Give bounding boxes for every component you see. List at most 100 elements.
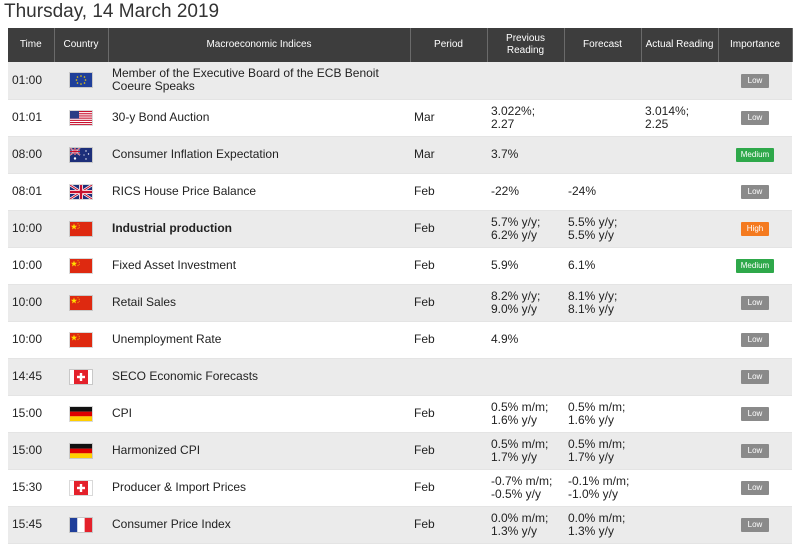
importance-cell: Low [718,99,792,137]
country-cell [54,469,108,507]
importance-cell: Low [718,506,792,544]
previous-reading: -0.7% m/m; -0.5% y/y [487,469,564,507]
event-name: SECO Economic Forecasts [108,358,410,396]
event-time: 10:00 [8,210,54,248]
event-period: Mar [410,99,487,137]
actual-reading [641,506,718,544]
forecast-value: -0.1% m/m; -1.0% y/y [564,469,641,507]
previous-reading [487,62,564,100]
event-time: 08:01 [8,173,54,211]
previous-reading: 0.5% m/m; 1.7% y/y [487,432,564,470]
table-row: 15:45 Consumer Price Index Feb 0.0% m/m; 1.… [8,506,792,544]
importance-cell: Medium [718,136,792,174]
event-name: Member of the Executive Board of the ECB… [108,62,410,100]
event-period [410,62,487,100]
table-row: 10:00 Industrial production Feb 5.7% y/y; 6… [8,210,792,248]
header-importance: Importance [718,28,793,62]
country-cell [54,136,108,174]
table-row: 15:00 CPI Feb 0.5% m/m; 1.6% y/y 0.5% m/m; 1… [8,395,792,433]
actual-reading [641,321,718,359]
event-period: Feb [410,395,487,433]
event-name: Industrial production [108,210,410,248]
table-row: 10:00 Retail Sales Feb 8.2% y/y; 9.0% y/y 8.… [8,284,792,322]
ch-flag-icon [70,369,92,384]
table-row: 10:00 Fixed Asset Investment Feb 5.9% 6.1% Me… [8,247,792,285]
country-cell [54,506,108,544]
forecast-value: 0.5% m/m; 1.6% y/y [564,395,641,433]
event-name: Harmonized CPI [108,432,410,470]
uk-flag-icon [70,184,92,199]
calendar-body: 01:00 Member of the Executive Board of th… [8,62,792,544]
forecast-value: -24% [564,173,641,211]
forecast-value: 5.5% y/y; 5.5% y/y [564,210,641,248]
importance-badge: High [741,222,769,236]
forecast-value [564,321,641,359]
event-period: Feb [410,247,487,285]
importance-cell: Low [718,62,792,100]
importance-badge: Low [741,333,769,347]
event-time: 08:00 [8,136,54,174]
importance-cell: Medium [718,247,792,285]
event-name: Fixed Asset Investment [108,247,410,285]
actual-reading [641,358,718,396]
event-period: Feb [410,321,487,359]
us-flag-icon [70,110,92,125]
importance-badge: Low [741,73,769,88]
country-cell [54,358,108,396]
country-cell [54,173,108,211]
event-time: 15:45 [8,506,54,544]
table-row: 01:01 30-y Bond Auction Mar 3.022%; 2.27 3.0… [8,99,792,137]
event-name: Consumer Price Index [108,506,410,544]
actual-reading [641,136,718,174]
country-cell [54,284,108,322]
importance-badge: Low [741,407,769,421]
previous-reading: 3.7% [487,136,564,174]
importance-badge: Medium [735,259,775,273]
previous-reading [487,358,564,396]
actual-reading [641,284,718,322]
de-flag-icon [70,443,92,458]
actual-reading [641,173,718,211]
actual-reading [641,395,718,433]
table-row: 01:00 Member of the Executive Board of th… [8,62,792,100]
header-time: Time [8,28,55,62]
country-cell [54,395,108,433]
event-name: Retail Sales [108,284,410,322]
page-title: Thursday, 14 March 2019 [4,1,220,22]
country-cell [54,210,108,248]
event-time: 10:00 [8,247,54,285]
event-period: Feb [410,469,487,507]
forecast-value: 6.1% [564,247,641,285]
previous-reading: 0.0% m/m; 1.3% y/y [487,506,564,544]
previous-reading: 5.9% [487,247,564,285]
header-actual: Actual Reading [641,28,719,62]
table-row: 15:30 Producer & Import Prices Feb -0.7% m/… [8,469,792,507]
importance-cell: Low [718,284,792,322]
importance-badge: Low [741,185,769,199]
table-row: 08:00 Consumer Inflation Expectation Mar 3.… [8,136,792,174]
country-cell [54,99,108,137]
event-name: Consumer Inflation Expectation [108,136,410,174]
previous-reading: 4.9% [487,321,564,359]
forecast-value [564,62,641,100]
previous-reading: -22% [487,173,564,211]
header-indices: Macroeconomic Indices [108,28,411,62]
importance-badge: Low [741,111,769,125]
cn-flag-icon [70,221,92,236]
event-time: 10:00 [8,284,54,322]
importance-badge: Low [741,370,769,384]
au-flag-icon [70,147,92,162]
country-cell [54,247,108,285]
event-period: Feb [410,284,487,322]
previous-reading: 3.022%; 2.27 [487,99,564,137]
header-forecast: Forecast [564,28,642,62]
header-country: Country [54,28,109,62]
event-time: 14:45 [8,358,54,396]
ch-flag-icon [70,480,92,495]
actual-reading [641,62,718,100]
event-period: Feb [410,173,487,211]
forecast-value: 8.1% y/y; 8.1% y/y [564,284,641,322]
event-name: Unemployment Rate [108,321,410,359]
event-period: Feb [410,210,487,248]
cn-flag-icon [70,332,92,347]
